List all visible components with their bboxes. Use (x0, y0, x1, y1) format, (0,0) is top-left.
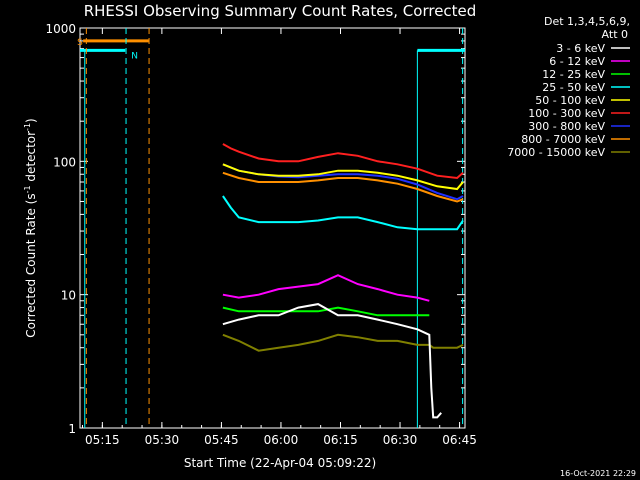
y-tick-label: 100 (53, 155, 76, 169)
series-line (222, 163, 464, 191)
plot-frame (79, 27, 466, 429)
series-line (222, 195, 464, 231)
legend-entry-label: 50 - 100 keV (535, 94, 605, 107)
y-tick-label: 1000 (45, 22, 76, 36)
legend-entry-label: 7000 - 15000 keV (507, 146, 605, 159)
x-tick-label: 06:15 (323, 433, 358, 447)
y-tick-label: 1 (68, 422, 76, 436)
y-axis-label-end: ) (24, 118, 38, 123)
series-line (222, 143, 464, 180)
legend-entry-label: 12 - 25 keV (542, 68, 605, 81)
x-tick-label: 05:45 (204, 433, 239, 447)
series-line (222, 171, 464, 203)
y-axis-label-main: Corrected Count Rate (s (24, 193, 38, 337)
generation-timestamp: 16-Oct-2021 22:29 (560, 469, 636, 478)
x-tick-label: 06:30 (383, 433, 418, 447)
observing-annotations: SN (77, 28, 465, 428)
y-tick-label: 10 (61, 289, 76, 303)
y-axis-label-sup1: -1 (23, 185, 32, 193)
series-line (222, 303, 442, 419)
legend-entry-label: 100 - 300 keV (528, 107, 605, 120)
x-tick-label: 06:45 (442, 433, 477, 447)
legend-entry-label: 300 - 800 keV (528, 120, 605, 133)
y-axis-label: Corrected Count Rate (s-1 detector-1) (23, 118, 38, 337)
legend-entry-label: 3 - 6 keV (556, 42, 605, 55)
series-line (222, 274, 430, 302)
chart-title: RHESSI Observing Summary Count Rates, Co… (84, 2, 477, 20)
night-label: N (131, 51, 138, 61)
saa-label: S (77, 38, 83, 48)
x-tick-label: 05:30 (145, 433, 180, 447)
x-tick-label: 06:00 (264, 433, 299, 447)
x-axis-ticks: 05:15 05:30 05:45 06:00 06:15 06:30 06:45 (82, 28, 477, 447)
series-group (222, 143, 464, 419)
legend-header-detectors: Det 1,3,4,5,6,9, (544, 15, 630, 28)
y-axis-ticks: 1 10 100 1000 (45, 22, 465, 436)
y-axis-label-mid: detector (24, 131, 38, 186)
legend-entry-label: 25 - 50 keV (542, 81, 605, 94)
legend-header-attenuator: Att 0 (602, 28, 628, 41)
y-axis-label-sup2: -1 (23, 123, 32, 131)
series-line (222, 333, 464, 352)
legend-entry-label: 800 - 7000 keV (521, 133, 605, 146)
x-tick-label: 05:15 (85, 433, 120, 447)
x-axis-label: Start Time (22-Apr-04 05:09:22) (184, 456, 376, 470)
legend-entry-label: 6 - 12 keV (549, 55, 605, 68)
